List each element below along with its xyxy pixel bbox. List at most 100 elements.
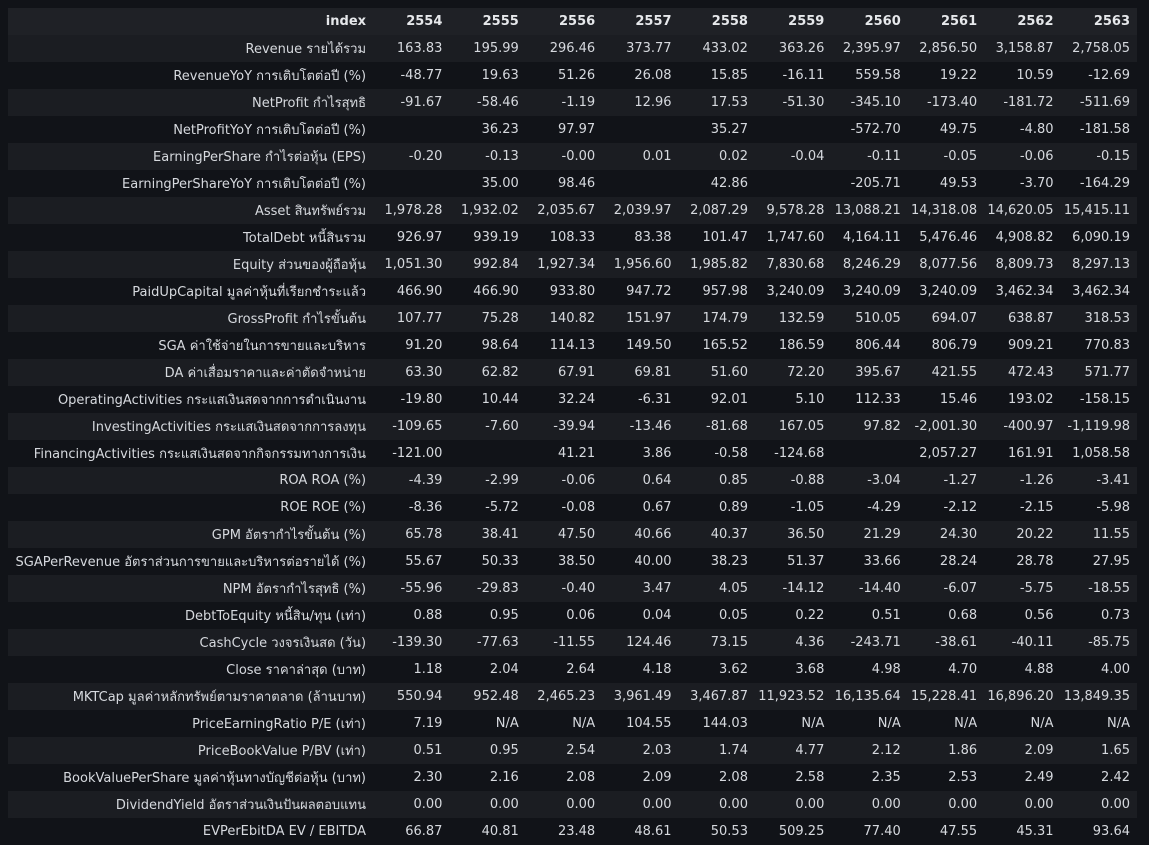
cell-value: 4.05 <box>678 575 755 602</box>
table-row: DebtToEquity หนี้สิน/ทุน (เท่า) 0.88 0.95 0… <box>8 602 1137 629</box>
cell-value: N/A <box>1060 710 1137 737</box>
cell-value: 3,240.09 <box>907 278 985 305</box>
cell-value: 3,462.34 <box>1060 278 1137 305</box>
cell-value: 124.46 <box>602 629 679 656</box>
cell-value: 2.09 <box>984 737 1061 764</box>
table-row: NetProfitYoY การเติบโตต่อปี (%) 36.23 97.9… <box>8 116 1137 143</box>
cell-value: 11,923.52 <box>754 683 832 710</box>
cell-value: 0.00 <box>1060 791 1137 818</box>
cell-value: 2.35 <box>831 764 908 791</box>
cell-value: -18.55 <box>1060 575 1137 602</box>
cell-value: -2.99 <box>449 467 526 494</box>
financial-table: index 2554 2555 2556 2557 2558 2559 2560 2561 256… <box>8 8 1137 845</box>
row-label: GrossProfit กำไรขั้นต้น <box>8 305 374 332</box>
cell-value: 2,035.67 <box>525 197 603 224</box>
cell-value: 23.48 <box>525 818 603 845</box>
cell-value: 19.63 <box>449 62 526 89</box>
cell-value: 2.08 <box>678 764 755 791</box>
cell-value <box>449 440 526 467</box>
row-label: OperatingActivities กระแสเงินสดจากการดำเ… <box>8 386 374 413</box>
table-row: GrossProfit กำไรขั้นต้น 107.77 75.28 140.82… <box>8 305 1137 332</box>
cell-value: -0.20 <box>373 143 450 170</box>
cell-value: 174.79 <box>678 305 755 332</box>
cell-value: 101.47 <box>678 224 755 251</box>
cell-value: 21.29 <box>831 521 908 548</box>
cell-value: 49.53 <box>907 170 985 197</box>
cell-value: 3,240.09 <box>754 278 832 305</box>
cell-value: 63.30 <box>373 359 450 386</box>
cell-value: 13,088.21 <box>831 197 908 224</box>
cell-value: 3.86 <box>602 440 679 467</box>
row-label: NPM อัตรากำไรสุทธิ (%) <box>8 575 374 602</box>
cell-value <box>754 116 832 143</box>
cell-value: 509.25 <box>754 818 832 845</box>
cell-value: 161.91 <box>984 440 1061 467</box>
row-label: Asset สินทรัพย์รวม <box>8 197 374 224</box>
cell-value: 16,896.20 <box>984 683 1061 710</box>
cell-value: -158.15 <box>1060 386 1137 413</box>
cell-value: -12.69 <box>1060 62 1137 89</box>
cell-value: 2,057.27 <box>907 440 985 467</box>
cell-value: 2.42 <box>1060 764 1137 791</box>
cell-value: -4.80 <box>984 116 1061 143</box>
cell-value: 38.41 <box>449 521 526 548</box>
cell-value: 36.23 <box>449 116 526 143</box>
cell-value: 104.55 <box>602 710 679 737</box>
cell-value: 50.33 <box>449 548 526 575</box>
cell-value: 1.65 <box>1060 737 1137 764</box>
cell-value: 1.74 <box>678 737 755 764</box>
cell-value: 40.37 <box>678 521 755 548</box>
row-label: ROE ROE (%) <box>8 494 374 521</box>
cell-value: -164.29 <box>1060 170 1137 197</box>
cell-value: 91.20 <box>373 332 450 359</box>
cell-value: -1.19 <box>525 89 603 116</box>
cell-value: -0.13 <box>449 143 526 170</box>
table-row: BookValuePerShare มูลค่าหุ้นทางบัญชีต่อห… <box>8 764 1137 791</box>
cell-value: 38.23 <box>678 548 755 575</box>
table-row: Asset สินทรัพย์รวม 1,978.28 1,932.02 2,035.… <box>8 197 1137 224</box>
table-row: DividendYield อัตราส่วนเงินปันผลตอบแทน 0.… <box>8 791 1137 818</box>
cell-value: 770.83 <box>1060 332 1137 359</box>
row-label: FinancingActivities กระแสเงินสดจากกิจกรร… <box>8 440 374 467</box>
cell-value: 11.55 <box>1060 521 1137 548</box>
cell-value: -51.30 <box>754 89 832 116</box>
cell-value: -4.39 <box>373 467 450 494</box>
cell-value: -19.80 <box>373 386 450 413</box>
cell-value: -3.04 <box>831 467 908 494</box>
cell-value: 65.78 <box>373 521 450 548</box>
cell-value: 35.27 <box>678 116 755 143</box>
cell-value: 0.00 <box>449 791 526 818</box>
cell-value: 193.02 <box>984 386 1061 413</box>
cell-value: 0.01 <box>602 143 679 170</box>
cell-value: -0.58 <box>678 440 755 467</box>
row-label: EarningPerShare กำไรต่อหุ้น (EPS) <box>8 143 374 170</box>
cell-value: -173.40 <box>907 89 985 116</box>
row-label: Close ราคาล่าสุด (บาท) <box>8 656 374 683</box>
cell-value: 0.00 <box>373 791 450 818</box>
cell-value: -1.26 <box>984 467 1061 494</box>
cell-value: -121.00 <box>373 440 450 467</box>
cell-value: 4,164.11 <box>831 224 908 251</box>
cell-value: 13,849.35 <box>1060 683 1137 710</box>
cell-value: 112.33 <box>831 386 908 413</box>
cell-value: 2,039.97 <box>602 197 679 224</box>
cell-value: 2.12 <box>831 737 908 764</box>
cell-value <box>373 116 450 143</box>
table-row: EVPerEbitDA EV / EBITDA 66.87 40.81 23.48 48… <box>8 818 1137 845</box>
cell-value: 0.68 <box>907 602 985 629</box>
cell-value: 0.22 <box>754 602 832 629</box>
cell-value: 2.53 <box>907 764 985 791</box>
row-label: Equity ส่วนของผู้ถือหุ้น <box>8 251 374 278</box>
cell-value: -58.46 <box>449 89 526 116</box>
cell-value: 694.07 <box>907 305 985 332</box>
cell-value: 3,961.49 <box>602 683 679 710</box>
cell-value: 3,240.09 <box>831 278 908 305</box>
cell-value: -29.83 <box>449 575 526 602</box>
cell-value: 2,465.23 <box>525 683 603 710</box>
cell-value: 363.26 <box>754 35 832 62</box>
cell-value <box>754 170 832 197</box>
cell-value: -181.72 <box>984 89 1061 116</box>
table-row: SGA ค่าใช้จ่ายในการขายและบริหาร 91.20 98.6… <box>8 332 1137 359</box>
cell-value: 0.73 <box>1060 602 1137 629</box>
cell-value: 49.75 <box>907 116 985 143</box>
